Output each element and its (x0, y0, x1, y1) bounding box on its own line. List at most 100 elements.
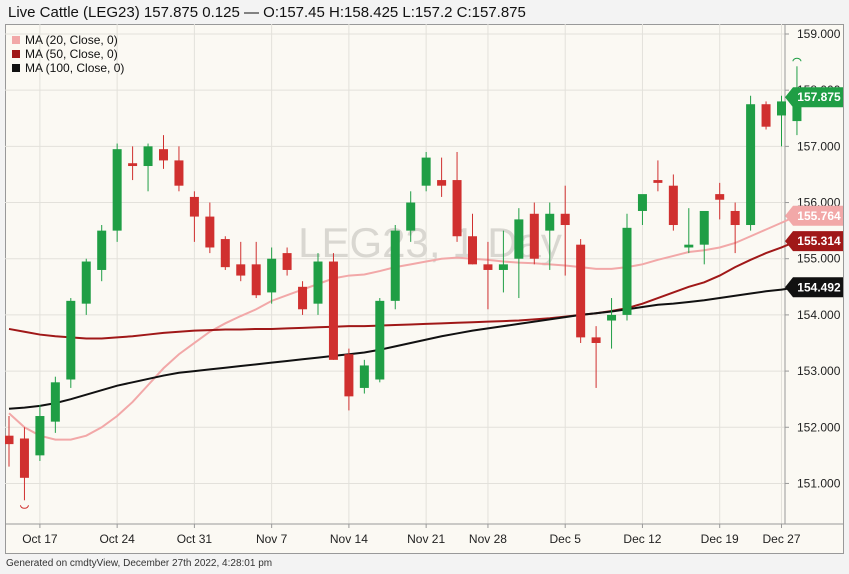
ma20-last-label: 155.764 (785, 205, 843, 226)
chart-legend: MA (20, Close, 0) MA (50, Close, 0) MA (… (12, 33, 124, 75)
candle-body (452, 180, 462, 237)
candle-body (359, 365, 369, 388)
x-tick-label: Oct 17 (22, 532, 58, 546)
candle-body (282, 253, 292, 270)
candle-body (35, 416, 45, 456)
candle-body (730, 210, 740, 226)
candle-body (174, 160, 184, 186)
candle-body (653, 180, 663, 183)
candle-body (699, 210, 709, 245)
high-marker (792, 57, 802, 62)
y-tick-label: 159.000 (797, 27, 841, 41)
candle-body (746, 104, 756, 226)
candle-body (406, 202, 416, 231)
candlestick-chart[interactable]: LEG23, 1 Day159.000158.000157.000156.000… (5, 24, 844, 554)
chart-header: Live Cattle (LEG23) 157.875 0.125 — O:15… (0, 0, 849, 24)
last-price-label-text: 157.875 (797, 90, 841, 104)
ma100-last-label: 154.492 (785, 277, 843, 298)
y-tick-label: 154.000 (797, 308, 841, 322)
candle-body (715, 194, 725, 200)
candle-body (251, 264, 261, 296)
x-tick-label: Dec 12 (623, 532, 661, 546)
candle-body (560, 213, 570, 226)
candle-body (205, 216, 215, 248)
candle-body (622, 227, 632, 315)
candle-body (777, 101, 786, 116)
candle-body (313, 261, 323, 304)
x-tick-label: Nov 21 (407, 532, 445, 546)
chart-title: Live Cattle (LEG23) 157.875 0.125 — O:15… (8, 4, 526, 21)
ma20-line (8, 214, 798, 441)
legend-swatch-ma100 (12, 64, 20, 72)
x-tick-label: Nov 7 (256, 532, 288, 546)
candle-body (684, 244, 694, 248)
ma50-last-label-bg (785, 231, 843, 252)
x-tick-label: Dec 19 (701, 532, 739, 546)
candle-body (529, 213, 539, 259)
candle-body (607, 314, 617, 321)
candle-body (236, 264, 246, 276)
candle-body (792, 97, 802, 122)
ma100-last-label-bg (785, 277, 843, 298)
candle-body (81, 261, 91, 304)
candle-body (514, 219, 524, 259)
candle-body (143, 146, 153, 167)
legend-item-ma20: MA (20, Close, 0) (12, 33, 124, 47)
y-tick-label: 153.000 (797, 364, 841, 378)
candle-body (5, 435, 14, 445)
ma50-line (8, 240, 798, 340)
legend-label-ma100: MA (100, Close, 0) (25, 61, 125, 75)
candle-body (344, 354, 354, 397)
candle-body (328, 261, 338, 360)
candle-body (298, 286, 308, 310)
candle-body (498, 264, 508, 270)
chart-frame (5, 24, 844, 554)
legend-swatch-ma50 (12, 50, 20, 58)
candle-body (591, 337, 601, 343)
y-tick-label: 157.000 (797, 139, 841, 153)
legend-item-ma100: MA (100, Close, 0) (12, 61, 124, 75)
candle-body (761, 104, 771, 127)
x-tick-label: Dec 5 (550, 532, 582, 546)
candle-body (483, 264, 493, 270)
candle-body (128, 163, 138, 167)
candle-body (468, 236, 477, 265)
candle-body (576, 244, 586, 338)
candle-body (220, 239, 230, 268)
candle-body (421, 157, 431, 186)
last-price-label: 157.875 (785, 87, 843, 108)
ma50-last-label-text: 155.314 (797, 234, 841, 248)
legend-label-ma50: MA (50, Close, 0) (25, 47, 118, 61)
ma20-last-label-bg (785, 205, 843, 226)
last-price-label-bg (785, 87, 843, 108)
candle-body (66, 300, 76, 380)
y-tick-label: 155.000 (797, 252, 841, 266)
x-tick-label: Dec 27 (762, 532, 800, 546)
legend-swatch-ma20 (12, 36, 20, 44)
candle-body (189, 196, 199, 217)
candle-body (50, 382, 60, 422)
candle-body (267, 258, 277, 293)
ma50-last-label: 155.314 (785, 231, 843, 252)
x-tick-label: Oct 24 (99, 532, 135, 546)
y-tick-label: 151.000 (797, 476, 841, 490)
candle-body (159, 149, 168, 161)
candle-body (112, 149, 122, 231)
footer-generated-text: Generated on cmdtyView, December 27th 20… (6, 558, 273, 569)
legend-item-ma50: MA (50, Close, 0) (12, 47, 124, 61)
x-tick-label: Nov 14 (330, 532, 368, 546)
candle-body (668, 185, 678, 226)
y-tick-label: 152.000 (797, 420, 841, 434)
ma100-line (8, 286, 798, 410)
x-tick-label: Oct 31 (177, 532, 213, 546)
candle-body (375, 300, 385, 380)
candle-body (545, 213, 555, 231)
low-marker (19, 505, 29, 509)
candle-body (19, 438, 29, 478)
candle-body (97, 230, 107, 270)
ma100-last-label-text: 154.492 (797, 280, 841, 294)
ma20-last-label-text: 155.764 (797, 209, 841, 223)
candle-body (437, 180, 447, 186)
legend-label-ma20: MA (20, Close, 0) (25, 33, 118, 47)
candle-body (637, 194, 647, 211)
